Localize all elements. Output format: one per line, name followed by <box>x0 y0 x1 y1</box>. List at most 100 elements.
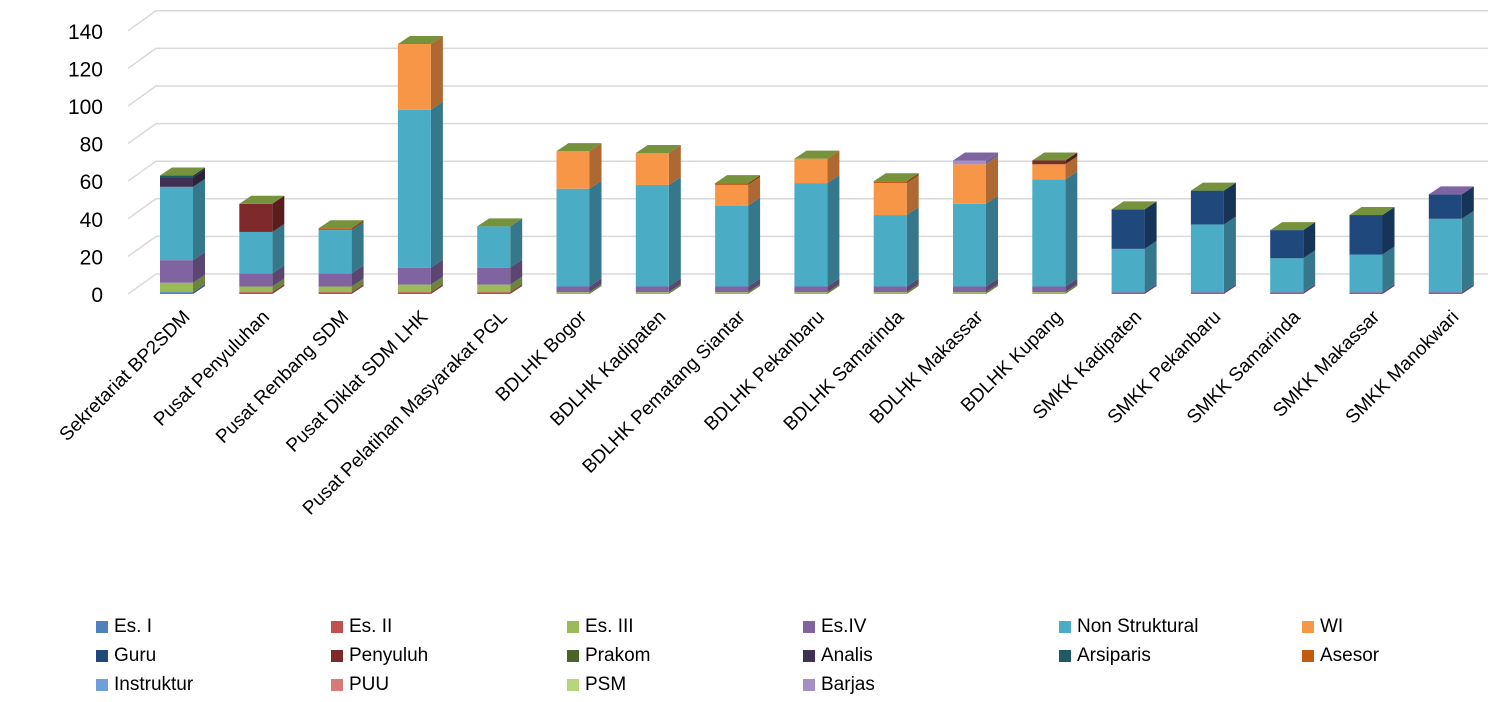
bar-segment <box>318 292 352 294</box>
bar-segment <box>635 292 669 294</box>
bar-segment <box>1111 248 1145 293</box>
bar-segment-side <box>430 101 443 268</box>
legend-item: PSM <box>567 673 626 697</box>
legend-swatch <box>1302 650 1314 662</box>
bar-segment-side <box>827 284 840 294</box>
bar-segment-side <box>1144 240 1157 293</box>
bar-segment <box>794 292 828 294</box>
bar-segment <box>556 188 590 287</box>
bar-top <box>794 150 840 159</box>
bar-segment <box>1190 224 1224 293</box>
bar-segment-side <box>351 284 364 294</box>
bar-segment <box>1032 179 1066 287</box>
legend-item: Barjas <box>803 673 875 697</box>
bar-segment <box>397 43 431 110</box>
bar-segment <box>1190 190 1224 225</box>
legend-label: WI <box>1320 616 1344 637</box>
y-tick-label: 20 <box>80 246 103 269</box>
bar-segment-side <box>986 284 998 294</box>
bar-segment <box>635 286 669 293</box>
bar-segment <box>1270 292 1304 294</box>
bar-segment-side <box>1223 216 1236 293</box>
bar-segment-side <box>1303 222 1316 259</box>
bar-segment-side <box>1065 156 1078 180</box>
legend-swatch <box>803 650 815 662</box>
bar-segment-side <box>510 218 523 268</box>
legend-item: Es. III <box>567 615 634 639</box>
bar-segment <box>715 286 749 293</box>
legend-item: PUU <box>331 673 389 697</box>
legend-item: Guru <box>96 644 156 668</box>
bar-top <box>318 220 364 229</box>
bar-segment-side <box>1223 182 1236 225</box>
legend-swatch <box>331 650 343 662</box>
bar-segment-side <box>193 284 205 294</box>
bar-segment-side <box>1461 186 1474 219</box>
bar-segment-side <box>986 195 998 287</box>
bar-stack <box>397 35 443 294</box>
bar-segment-side <box>589 278 602 293</box>
bar-segment <box>1270 258 1304 293</box>
legend-label: PSM <box>585 674 627 695</box>
bar-segment <box>794 183 828 287</box>
bar-segment <box>318 228 352 231</box>
bar-segment-side <box>193 274 205 293</box>
bar-segment-side <box>827 278 840 293</box>
bar-segment <box>477 284 511 293</box>
bar-segment-side <box>668 278 681 293</box>
bar-segment <box>556 151 590 189</box>
bar-segment <box>397 284 431 293</box>
bar-segment-side <box>827 150 840 184</box>
legend-swatch <box>567 621 579 633</box>
bar-segment-side <box>986 278 998 293</box>
bar-segment <box>953 203 986 287</box>
bar-segment-side <box>1303 250 1316 293</box>
bar-segment-side <box>430 276 443 293</box>
legend-label: Non Struktural <box>1077 616 1199 637</box>
bar-segment-side <box>510 259 523 285</box>
bar-segment <box>239 203 273 232</box>
bar-segment-side <box>351 220 364 231</box>
legend: Es. I Es. II Es. III Es.IV Non Struktural WI G… <box>0 610 1503 702</box>
bar-segment-side <box>668 284 681 294</box>
legend-item: Penyuluh <box>331 644 428 668</box>
bar-segment <box>239 292 273 294</box>
bar-segment <box>160 186 193 261</box>
bar-segment-side <box>986 156 998 204</box>
bar-segment-side <box>748 278 761 293</box>
bar-segment-side <box>272 195 285 232</box>
gridlines <box>127 10 1488 295</box>
legend-swatch <box>1059 650 1071 662</box>
bar-segment <box>318 273 352 287</box>
bar-segment <box>715 184 749 206</box>
bar-segment <box>1428 292 1462 294</box>
bar-segment <box>160 260 193 283</box>
bar-segment-side <box>1065 152 1078 165</box>
bar-stack <box>1190 182 1236 294</box>
bar-segment <box>873 183 907 216</box>
gridline <box>127 47 1488 70</box>
bar-segment <box>556 286 590 293</box>
bar-segment <box>239 286 273 293</box>
bar-segment <box>1032 286 1066 293</box>
bar-segment-side <box>430 284 443 294</box>
bar-stack <box>873 173 919 294</box>
bar-top <box>953 152 998 161</box>
bar-segment-side <box>748 284 761 294</box>
bar-segment <box>873 215 907 287</box>
bar-segment <box>1111 209 1145 249</box>
bar-segment-side <box>1223 284 1236 294</box>
bar-segment-side <box>1382 284 1395 294</box>
y-tick-label: 140 <box>68 21 103 44</box>
bar-segment <box>715 292 749 294</box>
bar-stack <box>318 220 364 294</box>
legend-swatch <box>96 650 108 662</box>
bar-segment <box>160 282 193 293</box>
bar-segment <box>873 286 907 293</box>
gridline <box>127 122 1488 145</box>
bar-segment <box>477 226 511 268</box>
legend-label: Es. I <box>114 616 153 637</box>
bar-segment <box>1428 218 1462 293</box>
bar-top <box>239 195 285 204</box>
